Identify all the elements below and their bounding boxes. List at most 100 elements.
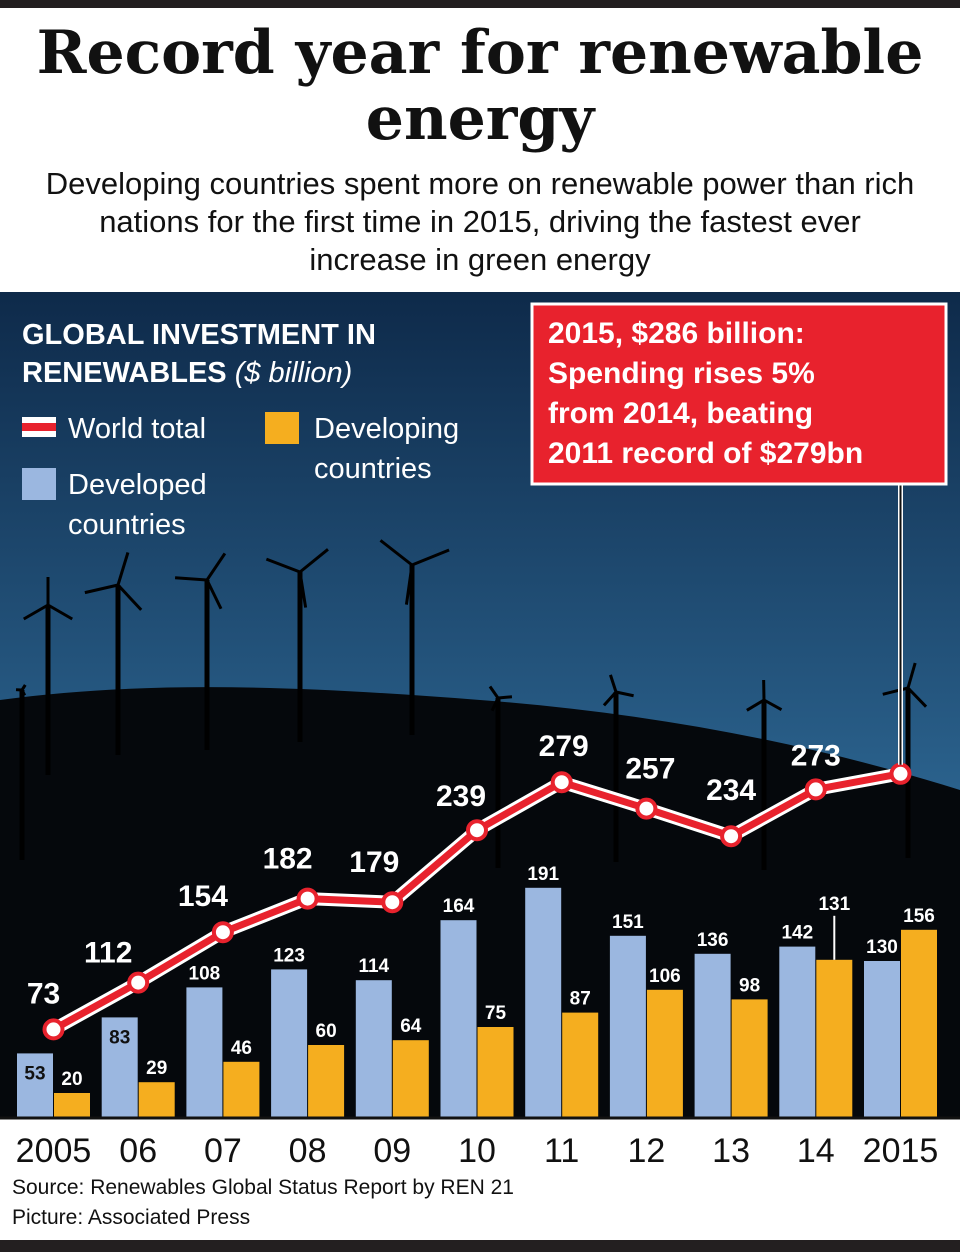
callout-text-line: 2015, $286 billion:: [548, 317, 805, 350]
developing-bar-label: 20: [61, 1069, 82, 1090]
wind-turbine-icon: [602, 674, 634, 862]
developing-bar: [816, 959, 853, 1117]
developing-bar-label: 87: [570, 989, 591, 1010]
turbine-blade: [906, 686, 928, 708]
developing-bar: [308, 1045, 345, 1117]
developed-bar-label: 123: [273, 945, 305, 966]
developed-bar: [694, 953, 731, 1117]
turbine-blade: [116, 583, 143, 611]
world-total-label: 154: [178, 880, 228, 913]
turbine-blade: [47, 603, 73, 621]
developing-bar: [392, 1040, 429, 1117]
world-total-label: 257: [625, 753, 675, 786]
world-total-point: [635, 797, 658, 820]
turbine-blade: [265, 557, 301, 574]
turbine-blade: [205, 552, 227, 581]
wind-turbine-icon: [488, 685, 513, 868]
developed-bar-label: 142: [781, 923, 813, 944]
world-total-label: 112: [84, 937, 132, 970]
chart-title-line-1: GLOBAL INVESTMENT IN: [22, 319, 376, 351]
wind-turbine-icon: [15, 684, 27, 860]
turbine-blade: [23, 603, 49, 621]
world-total-point: [889, 762, 912, 785]
turbine-blade: [404, 564, 414, 605]
developing-bar: [731, 999, 768, 1117]
picture-credit: Picture: Associated Press: [12, 1206, 251, 1229]
x-tick-label: 13: [712, 1132, 750, 1170]
turbine-blade: [20, 684, 27, 691]
developed-bar-label: 53: [24, 1063, 45, 1084]
x-tick-label: 14: [797, 1132, 835, 1170]
turbine-blade: [379, 539, 413, 567]
legend-swatch-developing: [265, 412, 299, 444]
turbine-blade: [763, 698, 783, 712]
world-total-point: [42, 1018, 65, 1041]
world-total-label: 279: [539, 730, 589, 763]
turbine-blade: [490, 697, 500, 712]
developing-bar: [562, 1012, 599, 1117]
developing-bar-label: 156: [903, 906, 935, 927]
turbine-blade: [411, 548, 450, 567]
world-total-label: 73: [27, 977, 60, 1010]
developed-bar: [186, 987, 223, 1117]
developed-bar: [17, 1053, 53, 1117]
turbine-blade: [84, 583, 119, 595]
developed-bar-label: 164: [443, 896, 475, 917]
developing-bar: [901, 929, 937, 1117]
wind-turbine-icon: [746, 679, 783, 870]
turbine-blade: [906, 662, 917, 689]
developed-bar-label: 83: [109, 1027, 130, 1048]
developing-bar: [138, 1082, 175, 1117]
turbine-blade: [615, 690, 634, 698]
chart-title-line-2: RENEWABLES ($ billion): [22, 357, 352, 389]
world-total-label: 239: [436, 780, 486, 813]
turbine-blade: [174, 576, 208, 582]
turbine-blade: [488, 685, 500, 699]
developing-bar-label: 131: [818, 894, 850, 915]
developed-bar-label: 114: [358, 956, 389, 977]
turbine-blade: [497, 695, 513, 700]
turbine-blade: [602, 690, 618, 707]
wind-turbine-icon: [265, 548, 329, 742]
developing-bar-label: 98: [739, 975, 760, 996]
page-title: Record year for renewable energy: [36, 18, 924, 154]
developing-bar-label: 60: [316, 1021, 337, 1042]
legend-swatch-world-total-line: [22, 423, 56, 431]
developed-bar: [101, 1017, 138, 1117]
developing-bar-label: 75: [485, 1003, 507, 1024]
developing-bar: [646, 989, 683, 1117]
x-tick-label: 07: [204, 1132, 242, 1170]
legend-label-developing: Developing countries: [314, 413, 459, 485]
x-tick-label: 10: [458, 1132, 496, 1170]
turbine-blade: [116, 552, 130, 586]
developed-bar-label: 191: [527, 864, 559, 885]
developing-bar-label: 64: [400, 1016, 422, 1037]
developing-bar-label: 106: [649, 966, 681, 987]
bottom-rule: [0, 1240, 960, 1252]
world-total-label: 182: [263, 843, 313, 876]
legend-label-world-total: World total: [68, 413, 206, 445]
world-total-point: [381, 891, 404, 914]
world-total-point: [127, 971, 150, 994]
turbine-blade: [299, 548, 329, 574]
wind-turbine-icon: [84, 552, 143, 755]
legend-swatch-developed: [22, 468, 56, 500]
wind-turbine-icon: [174, 552, 227, 750]
developed-bar: [271, 969, 308, 1117]
x-tick-label: 2005: [16, 1132, 92, 1170]
x-tick-label: 12: [627, 1132, 665, 1170]
source-note: Source: Renewables Global Status Report …: [12, 1176, 514, 1199]
developing-bar: [477, 1027, 514, 1117]
developed-bar-label: 130: [866, 937, 898, 958]
x-tick-label: 06: [119, 1132, 157, 1170]
turbine-blade: [298, 571, 308, 608]
world-total-point: [804, 778, 827, 801]
developed-bar: [864, 961, 900, 1117]
x-tick-label: 11: [544, 1132, 579, 1170]
page-subtitle: Developing countries spent more on renew…: [45, 166, 915, 277]
x-tick-label: 2015: [863, 1132, 939, 1170]
developed-bar-label: 151: [612, 912, 644, 933]
developed-bar-label: 136: [697, 930, 729, 951]
developing-bar-label: 46: [231, 1038, 252, 1059]
developing-bar-label: 29: [146, 1058, 167, 1079]
